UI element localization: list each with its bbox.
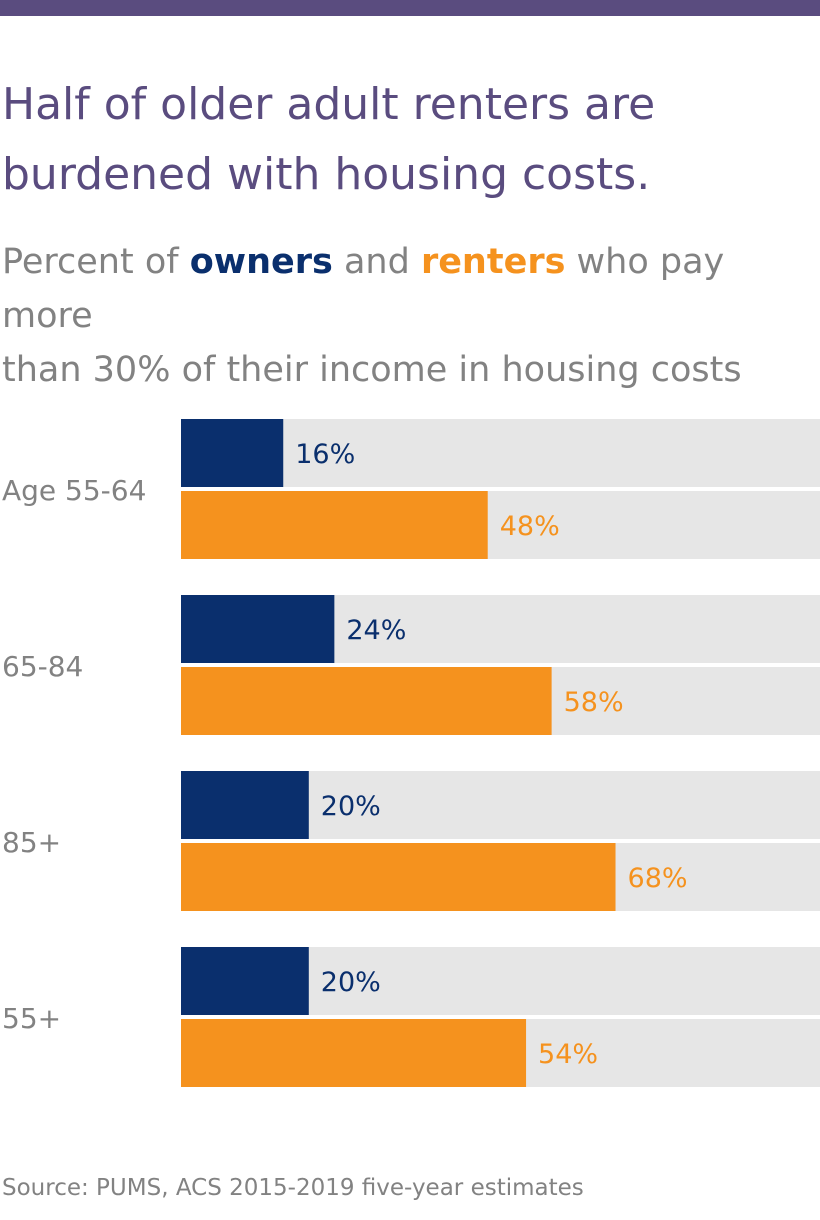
category-label: 85+ xyxy=(2,826,61,859)
renters-bar xyxy=(181,491,488,559)
top-accent-bar xyxy=(0,0,820,16)
subtitle-renters-key: renters xyxy=(420,242,566,282)
owners-bar xyxy=(181,419,284,487)
subtitle-suffix: who pay more xyxy=(2,242,725,336)
category-label: 55+ xyxy=(2,1002,61,1035)
category-label: 65-84 xyxy=(2,650,83,683)
subtitle-line-2: than 30% of their income in housing cost… xyxy=(2,350,742,390)
chart-subtitle: Percent of owners and renters who pay mo… xyxy=(2,235,812,397)
renters-bar xyxy=(181,843,616,911)
renters-bar xyxy=(181,667,552,735)
source-note: Source: PUMS, ACS 2015-2019 five-year es… xyxy=(2,1175,584,1201)
bar-track xyxy=(181,419,820,487)
chart-title: Half of older adult renters are burdened… xyxy=(2,70,802,210)
owners-value-label: 20% xyxy=(321,791,381,822)
category-label: Age 55-64 xyxy=(2,474,146,507)
renters-value-label: 68% xyxy=(628,863,688,894)
owners-bar xyxy=(181,595,335,663)
subtitle-prefix: Percent of xyxy=(2,242,190,282)
renters-value-label: 58% xyxy=(564,687,624,718)
owners-bar xyxy=(181,771,309,839)
chart-title-line-2: burdened with housing costs. xyxy=(2,149,651,200)
subtitle-and: and xyxy=(332,242,421,282)
renters-value-label: 48% xyxy=(500,511,560,542)
owners-value-label: 24% xyxy=(346,615,406,646)
renters-bar xyxy=(181,1019,527,1087)
owners-value-label: 20% xyxy=(321,967,381,998)
owners-bar xyxy=(181,947,309,1015)
chart-title-line-1: Half of older adult renters are xyxy=(2,79,656,130)
renters-value-label: 54% xyxy=(538,1039,598,1070)
subtitle-owners-key: owners xyxy=(189,242,333,282)
bar-chart: Age 55-64 16% 48% 65-84 24% 58% 85+ 20% 68% 55+ 20… xyxy=(2,419,820,1087)
owners-value-label: 16% xyxy=(295,439,355,470)
